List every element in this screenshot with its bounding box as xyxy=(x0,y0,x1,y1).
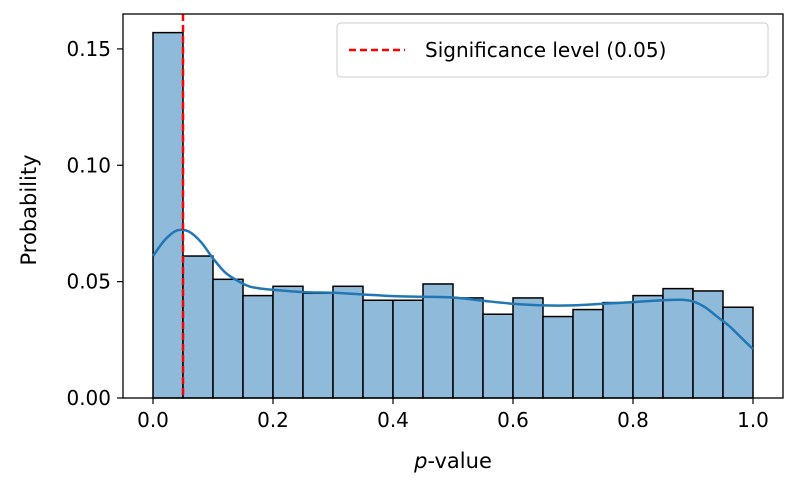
histogram-bar xyxy=(212,278,244,399)
histogram-bar xyxy=(392,299,424,399)
histogram-bar xyxy=(182,255,214,399)
x-tick-label: 0.8 xyxy=(617,408,649,432)
histogram-bar xyxy=(452,297,484,399)
histogram-bar xyxy=(632,294,664,399)
x-tick-label: 1.0 xyxy=(737,408,769,432)
y-axis-label: Probability xyxy=(17,154,41,265)
histogram-bar xyxy=(422,283,454,399)
histogram-bar xyxy=(332,285,364,399)
y-tick-label: 0.10 xyxy=(66,153,111,177)
legend-label: Significance level (0.05) xyxy=(425,38,666,62)
bars-group xyxy=(152,31,754,399)
histogram-bar xyxy=(512,297,544,399)
y-axis-ticks: 0.00 0.05 0.10 0.15 xyxy=(66,37,123,410)
histogram-bar xyxy=(602,301,634,399)
y-tick-label: 0.05 xyxy=(66,270,111,294)
histogram-bar xyxy=(362,299,394,399)
histogram-bar xyxy=(662,287,694,399)
histogram-bar xyxy=(152,31,184,399)
x-tick-label: 0.0 xyxy=(137,408,169,432)
plot-frame xyxy=(122,13,784,399)
histogram-bar xyxy=(692,290,724,399)
kde-curve xyxy=(151,228,754,351)
x-tick-label: 0.2 xyxy=(257,408,289,432)
histogram-bar xyxy=(272,285,304,399)
x-axis-label-italic: p xyxy=(413,449,427,473)
x-axis-ticks: 0.0 0.2 0.4 0.6 0.8 1.0 xyxy=(137,398,769,432)
legend-box xyxy=(336,22,769,78)
y-tick-label: 0.15 xyxy=(66,37,111,61)
histogram-bar xyxy=(572,308,604,399)
histogram-bar xyxy=(482,313,514,399)
legend: Significance level (0.05) xyxy=(336,22,769,78)
histogram-bar xyxy=(542,315,574,399)
x-axis-label-rest: -value xyxy=(427,449,491,473)
histogram-bar xyxy=(302,292,334,399)
x-axis-label: p-value xyxy=(413,449,492,473)
x-tick-label: 0.6 xyxy=(497,408,529,432)
kde-group xyxy=(151,228,754,351)
histogram-bar xyxy=(242,294,274,399)
x-tick-label: 0.4 xyxy=(377,408,409,432)
y-tick-label: 0.00 xyxy=(66,386,111,410)
histogram-bar xyxy=(722,306,754,399)
